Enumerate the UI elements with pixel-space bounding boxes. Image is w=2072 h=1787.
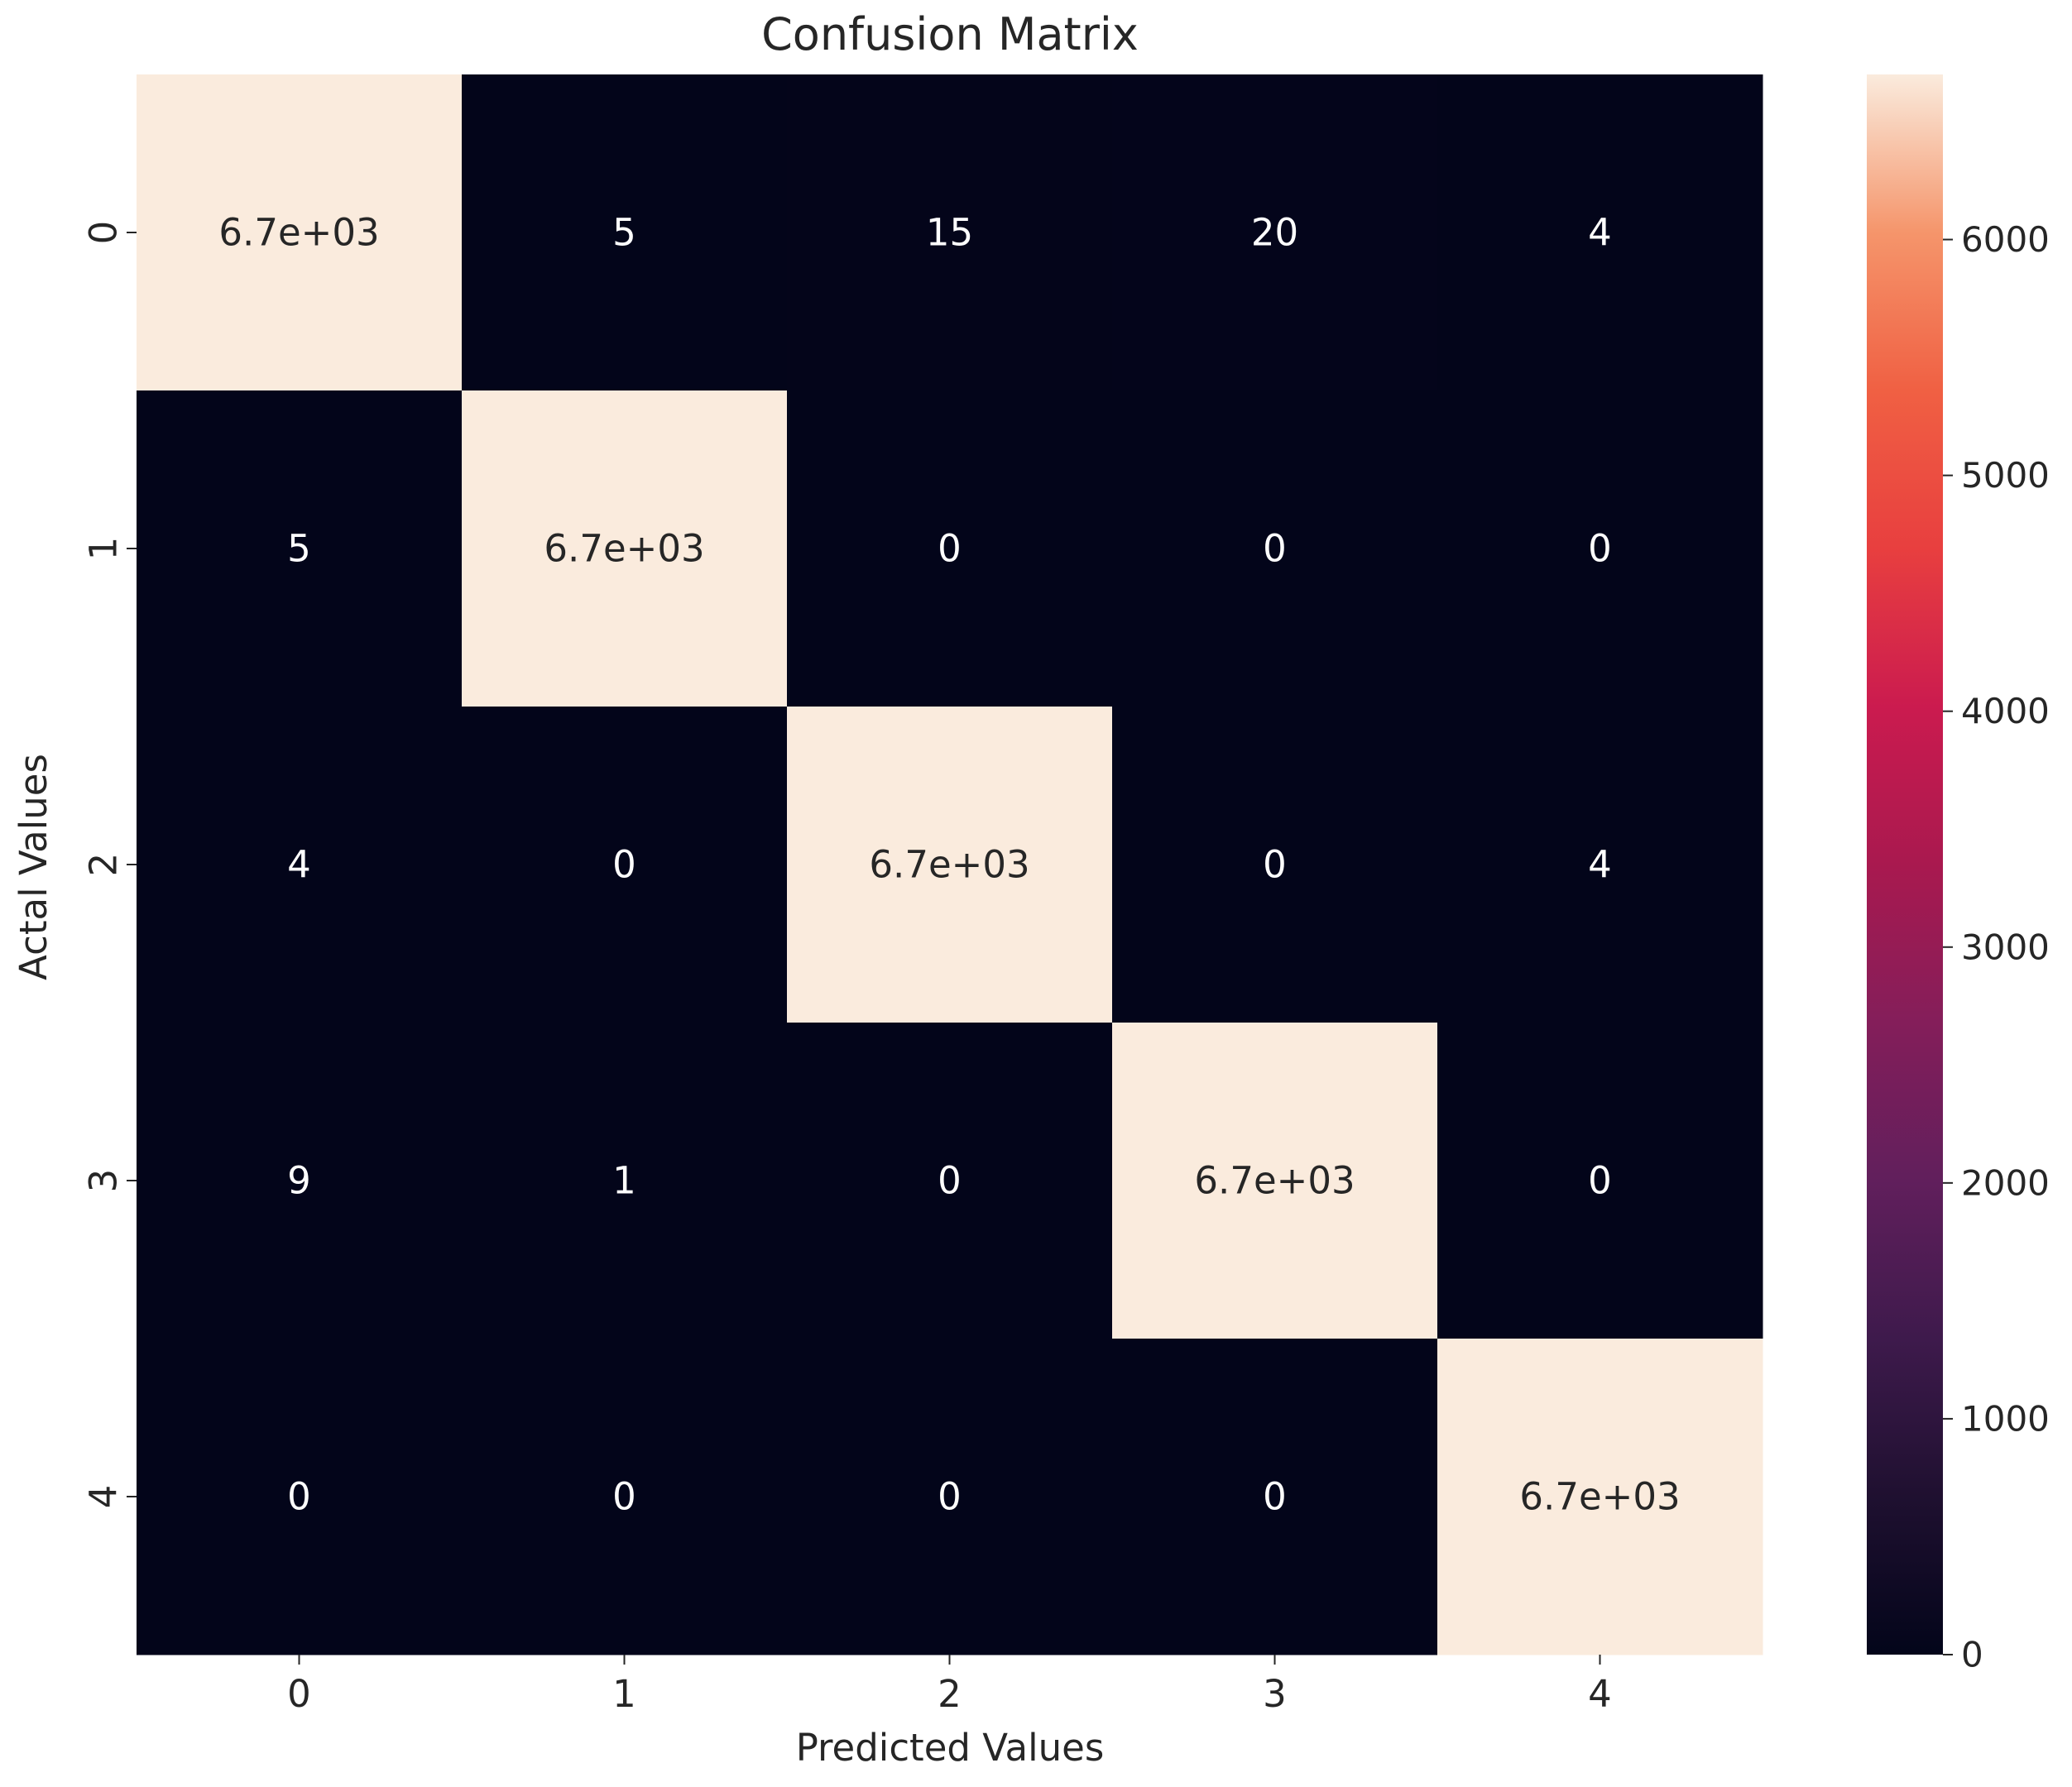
cell-value-r0-c4: 4	[1588, 211, 1612, 255]
chart-title: Confusion Matrix	[761, 8, 1139, 60]
heatmap-cell-r0-c1	[462, 74, 788, 391]
heatmap-cells	[137, 74, 1763, 1655]
colorbar	[1867, 74, 1943, 1655]
cell-value-r3-c3: 6.7e+03	[1194, 1159, 1355, 1203]
cell-value-r3-c2: 0	[938, 1159, 962, 1203]
heatmap-cell-r4-c4	[1437, 1339, 1763, 1655]
cell-value-r1-c3: 0	[1263, 527, 1287, 571]
heatmap-cell-r1-c4	[1437, 390, 1763, 707]
x-tick-label-4: 4	[1588, 1672, 1612, 1716]
heatmap-cell-r4-c2	[787, 1339, 1113, 1655]
cell-value-r4-c2: 0	[938, 1475, 962, 1519]
y-axis-label: Actal Values	[12, 754, 55, 980]
cell-value-r0-c3: 20	[1251, 211, 1298, 255]
heatmap-cell-r1-c2	[787, 390, 1113, 707]
colorbar-tick-label-3000: 3000	[1961, 927, 2050, 967]
colorbar-tick-label-1000: 1000	[1961, 1398, 2050, 1439]
y-tick-label-0: 0	[82, 221, 126, 245]
x-axis-label: Predicted Values	[796, 1726, 1105, 1770]
heatmap-cell-r2-c2	[787, 707, 1113, 1023]
y-tick-label-4: 4	[82, 1485, 126, 1509]
cell-value-r0-c1: 5	[612, 211, 636, 255]
heatmap-cell-r4-c1	[462, 1339, 788, 1655]
cell-value-r4-c1: 0	[612, 1475, 636, 1519]
x-tick-label-3: 3	[1263, 1672, 1287, 1716]
y-tick-label-1: 1	[82, 537, 126, 561]
cell-value-r1-c1: 6.7e+03	[544, 527, 704, 571]
cell-value-r3-c0: 9	[287, 1159, 311, 1203]
heatmap-cell-r3-c1	[462, 1023, 788, 1339]
cell-value-r4-c4: 6.7e+03	[1519, 1475, 1680, 1519]
colorbar-tick-label-6000: 6000	[1961, 219, 2050, 260]
x-tick-label-0: 0	[287, 1672, 311, 1716]
heatmap-cell-r2-c1	[462, 707, 788, 1023]
cell-value-r4-c3: 0	[1263, 1475, 1287, 1519]
y-tick-label-2: 2	[82, 853, 126, 877]
colorbar-tick-label-0: 0	[1961, 1635, 1983, 1675]
cell-value-r2-c3: 0	[1263, 843, 1287, 887]
heatmap-cell-r0-c4	[1437, 74, 1763, 391]
heatmap-cell-r1-c1	[462, 390, 788, 707]
heatmap-cell-r2-c3	[1112, 707, 1438, 1023]
heatmap-cell-r3-c0	[137, 1023, 463, 1339]
heatmap-cell-r3-c2	[787, 1023, 1113, 1339]
heatmap-cell-r1-c0	[137, 390, 463, 707]
y-tick-label-3: 3	[82, 1169, 126, 1193]
colorbar-tick-label-4000: 4000	[1961, 691, 2050, 731]
cell-value-r1-c4: 0	[1588, 527, 1612, 571]
cell-value-r2-c1: 0	[612, 843, 636, 887]
heatmap-cell-r0-c3	[1112, 74, 1438, 391]
heatmap-annotations: 6.7e+03 5 15 20 4 5 6.7e+03 0 0 0 4 0 6.7e+03 0 4 9 1 0 6.…	[218, 211, 1680, 1519]
heatmap-cell-r4-c0	[137, 1339, 463, 1655]
cell-value-r3-c4: 0	[1588, 1159, 1612, 1203]
cell-value-r2-c0: 4	[287, 843, 311, 887]
heatmap-cell-r1-c3	[1112, 390, 1438, 707]
x-axis-ticks: 0 1 2 3 4	[287, 1655, 1612, 1716]
colorbar-ticks: 0 1000 2000 3000 4000 5000 6000	[1943, 219, 2050, 1675]
colorbar-tick-label-5000: 5000	[1961, 455, 2050, 496]
cell-value-r3-c1: 1	[612, 1159, 636, 1203]
cell-value-r4-c0: 0	[287, 1475, 311, 1519]
heatmap-cell-r3-c4	[1437, 1023, 1763, 1339]
heatmap-cell-r0-c2	[787, 74, 1113, 391]
x-tick-label-2: 2	[938, 1672, 962, 1716]
heatmap-cell-r2-c0	[137, 707, 463, 1023]
heatmap-cell-r3-c3	[1112, 1023, 1438, 1339]
y-axis-ticks: 0 1 2 3 4	[82, 221, 137, 1509]
cell-value-r0-c2: 15	[926, 211, 973, 255]
cell-value-r1-c2: 0	[938, 527, 962, 571]
x-tick-label-1: 1	[612, 1672, 636, 1716]
heatmap-cell-r4-c3	[1112, 1339, 1438, 1655]
heatmap-cell-r0-c0	[137, 74, 463, 391]
cell-value-r0-c0: 6.7e+03	[218, 211, 379, 255]
colorbar-tick-label-2000: 2000	[1961, 1162, 2050, 1203]
cell-value-r2-c4: 4	[1588, 843, 1612, 887]
cell-value-r1-c0: 5	[287, 527, 311, 571]
heatmap-cell-r2-c4	[1437, 707, 1763, 1023]
cell-value-r2-c2: 6.7e+03	[869, 843, 1029, 887]
